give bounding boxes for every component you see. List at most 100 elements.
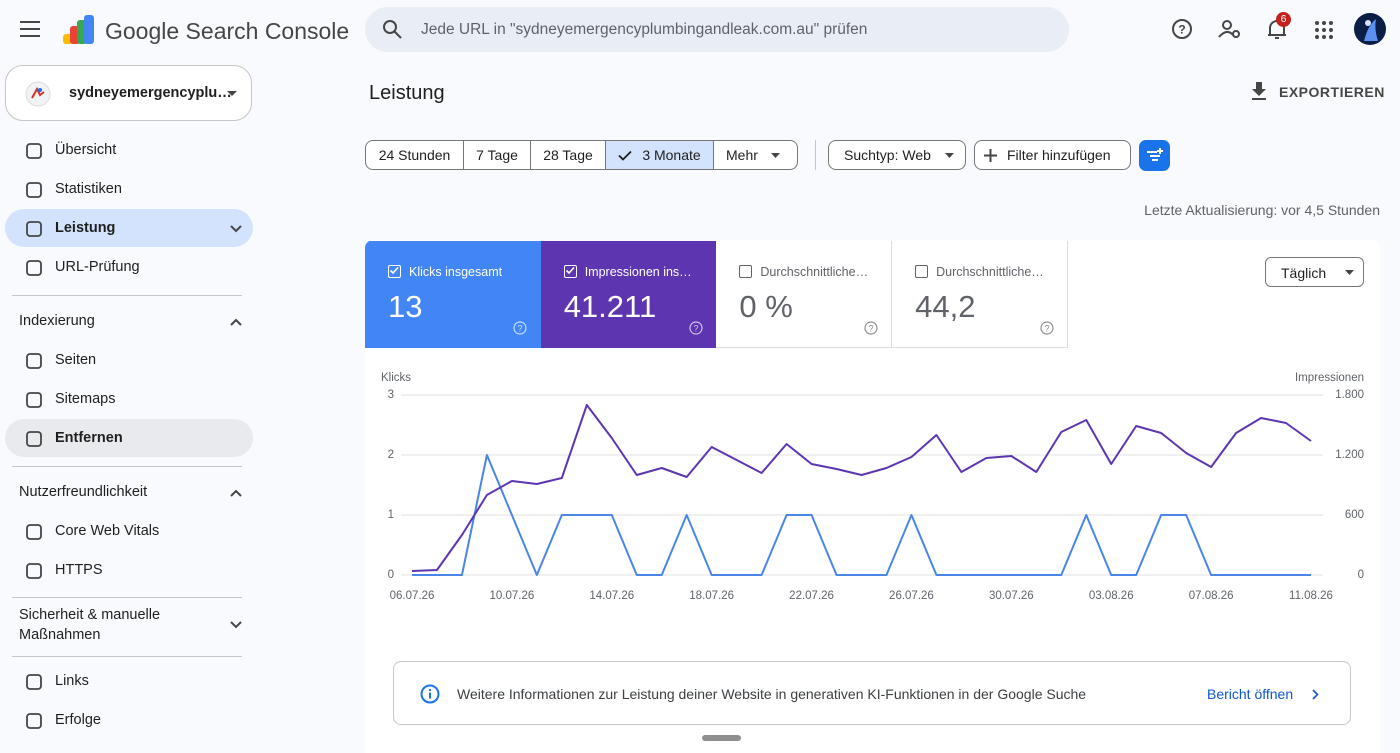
- y-tick-label: 0: [388, 569, 394, 581]
- nav-item[interactable]: Links: [5, 662, 253, 700]
- nav-icon: [26, 524, 42, 540]
- search-box[interactable]: Jede URL in "sydneyemergencyplumbingandl…: [365, 7, 1069, 52]
- nav-label: Entfernen: [55, 430, 123, 446]
- nav-icon: [26, 563, 42, 579]
- nav-icon-shape: [26, 563, 42, 579]
- nav-divider: [12, 656, 242, 657]
- nav-label: Statistiken: [55, 181, 122, 197]
- check-icon: [618, 150, 632, 161]
- metric-card[interactable]: Impressionen ins… 41.211?: [540, 241, 717, 348]
- dropdown-arrow: [945, 153, 954, 158]
- metric-card[interactable]: Klicks insgesamt 13?: [365, 241, 541, 348]
- dropdown-arrow: [1345, 270, 1354, 275]
- nav-icon: [26, 674, 42, 690]
- metric-label: Durchschnittliche…: [936, 265, 1044, 279]
- nav-item[interactable]: Erfolge: [5, 701, 253, 739]
- nav-item[interactable]: Sitemaps: [5, 380, 253, 418]
- section-title[interactable]: Nutzerfreundlichkeit: [19, 484, 148, 500]
- nav-icon-shape: [26, 221, 42, 237]
- add-filter-chip[interactable]: Filter hinzufügen: [974, 140, 1131, 170]
- avatar[interactable]: [1354, 13, 1386, 45]
- section-title[interactable]: Sicherheit & manuelle Maßnahmen: [19, 607, 161, 643]
- nav-item[interactable]: Übersicht: [5, 131, 253, 169]
- x-tick-label: 10.07.26: [490, 590, 535, 602]
- nav-icon-shape: [26, 260, 42, 276]
- y-tick-label: 1: [388, 509, 394, 521]
- user-settings-icon[interactable]: [1218, 18, 1242, 40]
- date-range-chip[interactable]: 24 Stunden: [365, 140, 464, 170]
- metric-checkbox: [739, 265, 753, 278]
- x-tick-label: 07.08.26: [1189, 590, 1234, 602]
- nav-item[interactable]: HTTPS: [5, 551, 253, 589]
- nav-item[interactable]: Statistiken: [5, 170, 253, 208]
- help-icon[interactable]: ?: [1171, 18, 1193, 40]
- nav-item[interactable]: Seiten: [5, 341, 253, 379]
- date-range-chip[interactable]: 28 Tage: [530, 140, 606, 170]
- nav-icon-shape: [26, 353, 42, 369]
- help-mark: ?: [517, 324, 522, 334]
- date-range-chip[interactable]: 3 Monate: [605, 140, 714, 170]
- section-title[interactable]: Indexierung: [19, 313, 95, 329]
- download-icon: [1252, 82, 1266, 100]
- date-range-label: 24 Stunden: [378, 147, 451, 163]
- metric-label: Impressionen ins…: [584, 265, 692, 279]
- nav-icon: [26, 713, 42, 729]
- expand-icon: [230, 225, 242, 233]
- nav-label: URL-Prüfung: [55, 259, 140, 275]
- check: [389, 266, 399, 275]
- help-circle: [1040, 321, 1054, 335]
- last-update: Letzte Aktualisierung: vor 4,5 Stunden: [1144, 202, 1380, 218]
- date-range-chip[interactable]: 7 Tage: [463, 140, 531, 170]
- interval-label: Täglich: [1281, 265, 1327, 281]
- export-button[interactable]: EXPORTIEREN: [1249, 80, 1389, 104]
- nav-icon: [26, 182, 42, 198]
- collapse-icon: [230, 489, 242, 497]
- banner-link[interactable]: Bericht öffnen: [1207, 686, 1294, 702]
- y-axis-label: Klicks: [381, 372, 411, 384]
- date-range-label: 28 Tage: [543, 147, 593, 163]
- metric-value: 13: [388, 289, 423, 324]
- y-tick-label: 2: [388, 449, 394, 461]
- logo: [63, 15, 94, 44]
- x-tick-label: 30.07.26: [989, 590, 1034, 602]
- add-filter-label: Filter hinzufügen: [1007, 147, 1111, 163]
- metric-label: Durchschnittliche…: [760, 265, 869, 279]
- nav-item[interactable]: Entfernen: [5, 419, 253, 457]
- info-banner: Weitere Informationen zur Leistung deine…: [393, 661, 1351, 725]
- apps-icon[interactable]: [1314, 20, 1334, 40]
- interval-dropdown[interactable]: Täglich: [1265, 257, 1364, 287]
- metric-help-icon: ?: [513, 321, 527, 335]
- nav-icon-shape: [26, 182, 42, 198]
- date-range-label: 7 Tage: [476, 147, 518, 163]
- nav-icon-shape: [26, 431, 42, 447]
- arrow: [771, 153, 780, 158]
- nav-label: HTTPS: [55, 562, 103, 578]
- series-line: [411, 404, 1312, 572]
- chevron: [230, 225, 242, 233]
- metric-help-icon: ?: [864, 321, 878, 335]
- search-type-chip[interactable]: Suchtyp: Web: [828, 140, 966, 170]
- date-range-chip[interactable]: Mehr: [713, 140, 798, 170]
- menu-icon[interactable]: [20, 19, 42, 39]
- metric-card[interactable]: Durchschnittliche… 0 %?: [716, 241, 893, 348]
- metric-card[interactable]: Durchschnittliche… 44,2?: [892, 241, 1069, 348]
- filter-settings-button[interactable]: [1139, 140, 1170, 171]
- help-mark: ?: [1045, 324, 1050, 334]
- help-circle: [864, 321, 878, 335]
- y-tick-label: 3: [388, 389, 394, 401]
- nav-label: Leistung: [55, 220, 116, 236]
- chevron: [230, 489, 242, 497]
- check: [618, 150, 632, 161]
- nav-label: Seiten: [55, 352, 97, 368]
- nav-icon-shape: [26, 392, 42, 408]
- nav-label: Core Web Vitals: [55, 523, 160, 539]
- y2-axis-label: Impressionen: [1295, 372, 1364, 384]
- nav-item[interactable]: URL-Prüfung: [5, 248, 253, 286]
- nav-item[interactable]: Core Web Vitals: [5, 512, 253, 550]
- property-selector[interactable]: sydneyemergencyplu…: [5, 65, 252, 121]
- scroll-handle: [702, 735, 741, 741]
- series-line: [412, 454, 1311, 576]
- metric-checkbox: [915, 265, 929, 278]
- x-tick-label: 26.07.26: [889, 590, 934, 602]
- nav-item[interactable]: Leistung: [5, 209, 253, 247]
